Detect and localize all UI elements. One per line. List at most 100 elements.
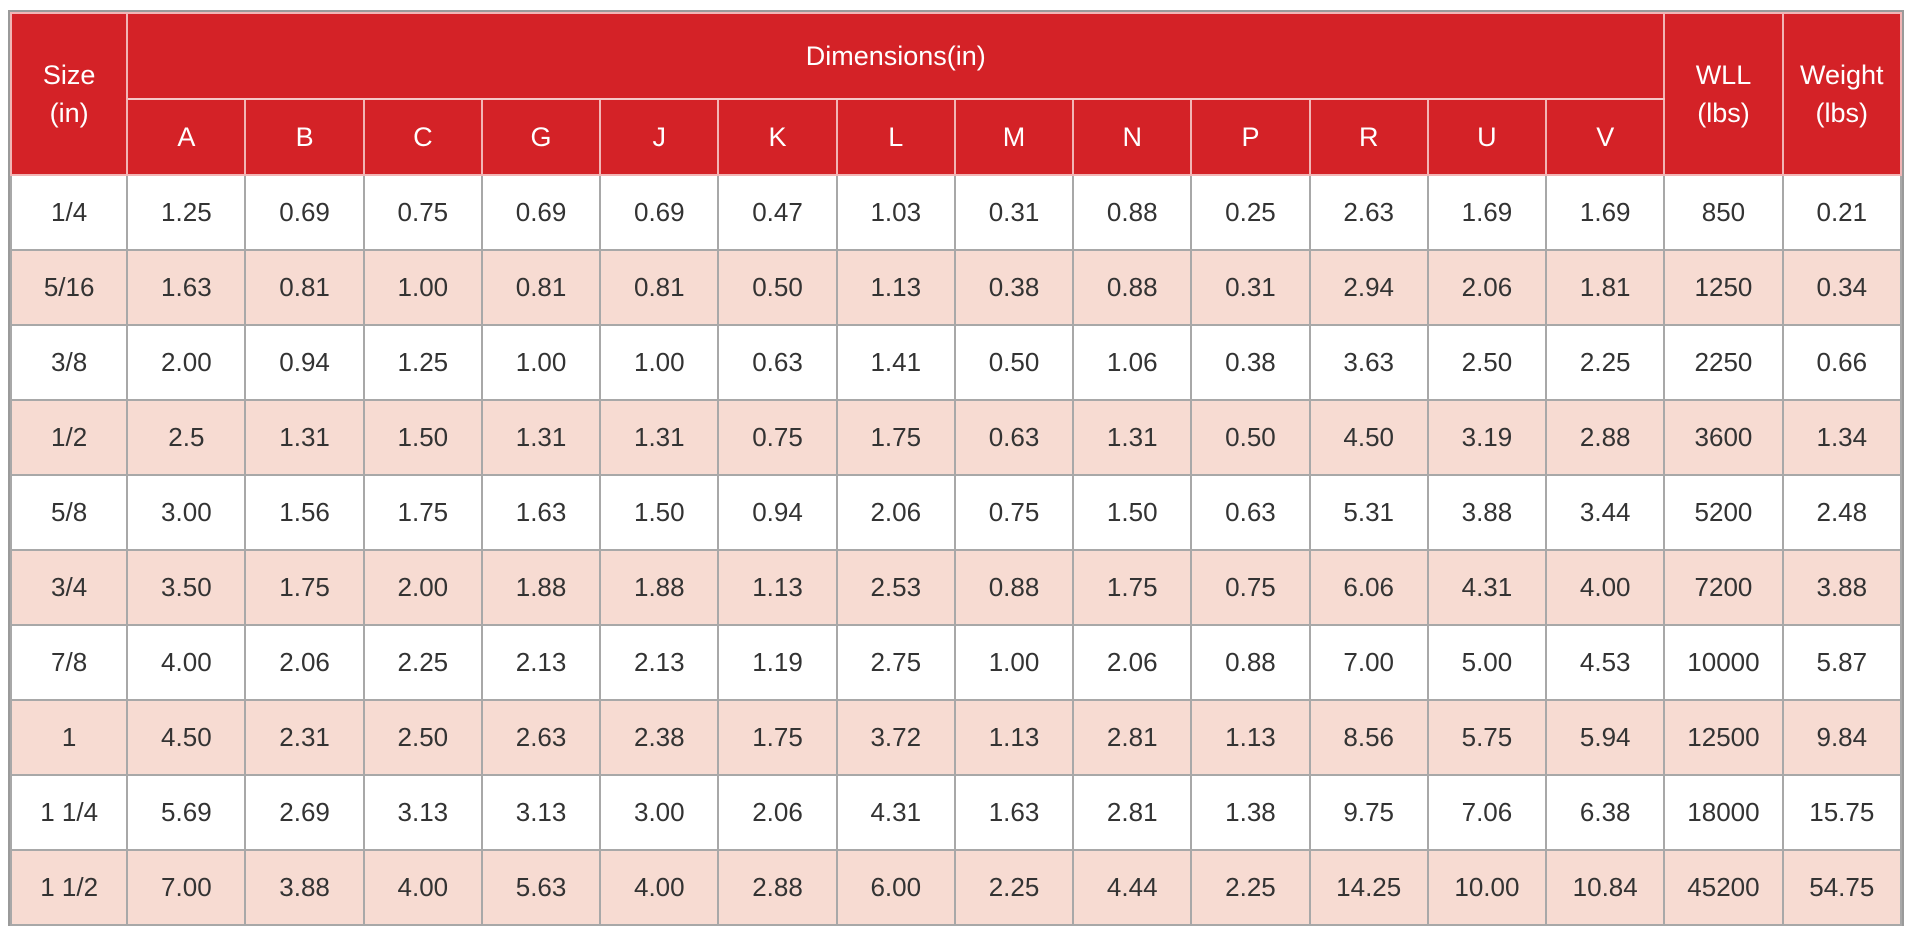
dim-cell-b: 0.69	[244, 174, 365, 251]
dim-cell-a: 4.00	[126, 624, 247, 701]
wll-cell: 1250	[1663, 249, 1784, 326]
dim-cell-b: 2.69	[244, 774, 365, 851]
dim-cell-v: 4.00	[1545, 549, 1666, 626]
dim-cell-c: 2.25	[362, 624, 483, 701]
dim-cell-p: 0.38	[1190, 324, 1311, 401]
dim-cell-n: 1.50	[1072, 474, 1193, 551]
dim-cell-m: 0.75	[953, 474, 1075, 551]
dim-cell-k: 1.13	[717, 549, 838, 626]
wll-cell: 850	[1663, 174, 1784, 251]
wll-column-header: WLL (lbs)	[1663, 12, 1784, 176]
wll-header-line1: WLL	[1695, 60, 1752, 90]
dim-cell-v: 2.25	[1545, 324, 1666, 401]
dim-cell-l: 3.72	[835, 699, 956, 776]
dim-cell-b: 1.31	[244, 399, 365, 476]
dim-cell-v: 10.84	[1545, 849, 1666, 926]
dim-cell-p: 0.25	[1190, 174, 1311, 251]
table-row: 5/8 3.00 1.56 1.75 1.63 1.50 0.94 2.06 0.75 1.50 0…	[9, 474, 1903, 551]
dim-cell-u: 10.00	[1426, 849, 1548, 926]
header-row-dimensions: A B C G J K L M N P R U V	[11, 98, 1901, 176]
size-cell: 1/2	[9, 399, 129, 476]
dim-cell-m: 0.88	[953, 549, 1075, 626]
dim-cell-r: 2.63	[1308, 174, 1429, 251]
dim-cell-l: 2.53	[835, 549, 956, 626]
dim-cell-r: 6.06	[1308, 549, 1429, 626]
dim-cell-r: 2.94	[1308, 249, 1429, 326]
dim-header-l: L	[835, 98, 956, 176]
weight-header-line2: (lbs)	[1815, 98, 1869, 128]
dim-cell-l: 6.00	[835, 849, 956, 926]
dim-cell-n: 1.06	[1072, 324, 1193, 401]
wll-cell: 5200	[1663, 474, 1784, 551]
dim-cell-g: 1.88	[480, 549, 602, 626]
dim-cell-p: 1.13	[1190, 699, 1311, 776]
size-cell: 1 1/2	[9, 849, 129, 926]
size-cell: 7/8	[9, 624, 129, 701]
dim-cell-j: 2.13	[599, 624, 720, 701]
dim-cell-m: 1.63	[953, 774, 1075, 851]
dim-cell-g: 0.81	[480, 249, 602, 326]
wll-header-line2: (lbs)	[1697, 98, 1750, 128]
dim-cell-u: 1.69	[1426, 174, 1548, 251]
dim-cell-v: 5.94	[1545, 699, 1666, 776]
size-cell: 1/4	[9, 174, 129, 251]
dim-cell-g: 0.69	[480, 174, 602, 251]
dimensions-group-header: Dimensions(in)	[126, 12, 1666, 100]
dim-header-p: P	[1190, 98, 1311, 176]
dim-cell-a: 1.25	[126, 174, 247, 251]
table-row: 7/8 4.00 2.06 2.25 2.13 2.13 1.19 2.75 1.00 2.06 0…	[9, 624, 1903, 701]
dim-cell-k: 1.75	[717, 699, 838, 776]
dim-cell-n: 0.88	[1072, 249, 1193, 326]
dim-cell-b: 1.56	[244, 474, 365, 551]
size-cell: 3/4	[9, 549, 129, 626]
dim-header-b: B	[244, 98, 365, 176]
dim-cell-j: 3.00	[599, 774, 720, 851]
wll-cell: 18000	[1663, 774, 1784, 851]
dim-header-v: V	[1545, 98, 1666, 176]
size-cell: 5/16	[9, 249, 129, 326]
dim-cell-r: 5.31	[1308, 474, 1429, 551]
dim-cell-p: 0.63	[1190, 474, 1311, 551]
dim-cell-u: 5.00	[1426, 624, 1548, 701]
dim-cell-n: 2.81	[1072, 774, 1193, 851]
dim-cell-a: 3.50	[126, 549, 247, 626]
wll-cell: 12500	[1663, 699, 1784, 776]
wll-cell: 10000	[1663, 624, 1784, 701]
dim-cell-g: 1.31	[480, 399, 602, 476]
dim-cell-j: 4.00	[599, 849, 720, 926]
dim-cell-r: 14.25	[1308, 849, 1429, 926]
spec-table-frame: Size (in) Dimensions(in) WLL (lbs) Weigh…	[8, 10, 1904, 926]
dim-cell-l: 4.31	[835, 774, 956, 851]
dim-cell-k: 2.88	[717, 849, 838, 926]
dim-cell-n: 1.75	[1072, 549, 1193, 626]
table-body: 1/4 1.25 0.69 0.75 0.69 0.69 0.47 1.03 0.31 0.88 0…	[9, 174, 1903, 926]
dim-cell-a: 4.50	[126, 699, 247, 776]
weight-header-line1: Weight	[1800, 60, 1884, 90]
dim-cell-g: 1.63	[480, 474, 602, 551]
size-cell: 5/8	[9, 474, 129, 551]
weight-cell: 0.66	[1781, 324, 1903, 401]
dim-cell-k: 0.75	[717, 399, 838, 476]
wll-cell: 2250	[1663, 324, 1784, 401]
weight-cell: 15.75	[1781, 774, 1903, 851]
dim-cell-j: 0.81	[599, 249, 720, 326]
dim-cell-m: 0.63	[953, 399, 1075, 476]
dim-cell-v: 1.69	[1545, 174, 1666, 251]
dim-cell-a: 3.00	[126, 474, 247, 551]
dim-cell-b: 2.06	[244, 624, 365, 701]
dim-cell-p: 2.25	[1190, 849, 1311, 926]
dim-cell-l: 1.13	[835, 249, 956, 326]
table-row: 1 4.50 2.31 2.50 2.63 2.38 1.75 3.72 1.13 2.81 1.1…	[9, 699, 1903, 776]
dim-cell-m: 0.50	[953, 324, 1075, 401]
dim-cell-j: 1.00	[599, 324, 720, 401]
dim-header-k: K	[717, 98, 838, 176]
dim-cell-p: 0.31	[1190, 249, 1311, 326]
dim-header-g: G	[480, 98, 602, 176]
dim-cell-m: 0.31	[953, 174, 1075, 251]
header-row-top: Size (in) Dimensions(in) WLL (lbs) Weigh…	[9, 12, 1903, 176]
size-header-line1: Size	[42, 60, 96, 90]
dim-cell-c: 0.75	[362, 174, 483, 251]
dim-cell-v: 4.53	[1545, 624, 1666, 701]
dim-cell-n: 1.31	[1072, 399, 1193, 476]
table-row: 5/16 1.63 0.81 1.00 0.81 0.81 0.50 1.13 0.38 0.88…	[9, 249, 1903, 326]
